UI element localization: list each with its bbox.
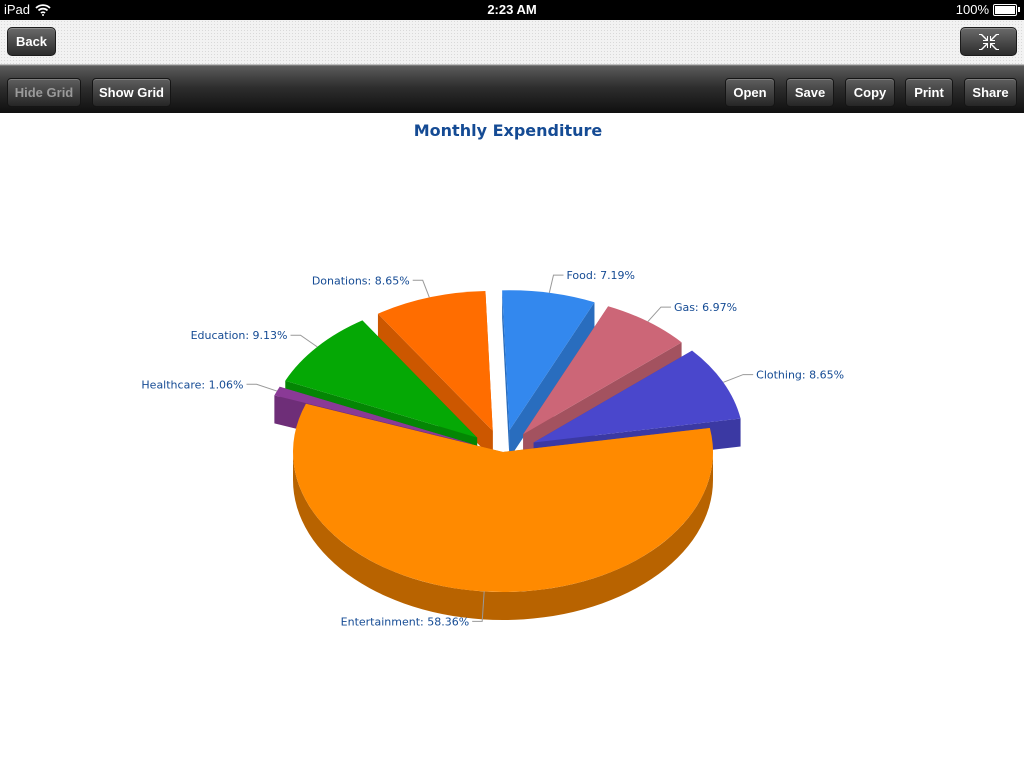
- status-bar: iPad 2:23 AM 100%: [0, 0, 1024, 20]
- slice-label-education: Education: 9.13%: [191, 329, 288, 342]
- battery-icon: [993, 3, 1017, 16]
- exit-fullscreen-button[interactable]: [960, 27, 1017, 56]
- print-button[interactable]: Print: [905, 78, 953, 107]
- show-grid-button[interactable]: Show Grid: [92, 78, 171, 107]
- slice-label-gas: Gas: 6.97%: [674, 301, 737, 314]
- leader-line-food: [548, 274, 564, 293]
- battery-percent: 100%: [955, 2, 989, 17]
- toolbar: Hide Grid Show Grid Open Save Copy Print…: [0, 65, 1024, 113]
- pie-slice-entertainment[interactable]: [293, 403, 713, 620]
- copy-button[interactable]: Copy: [845, 78, 895, 107]
- slice-label-clothing: Clothing: 8.65%: [756, 369, 844, 382]
- chart-title: Monthly Expenditure: [413, 121, 603, 140]
- hide-grid-button[interactable]: Hide Grid: [7, 78, 81, 107]
- slice-label-healthcare: Healthcare: 1.06%: [141, 378, 243, 391]
- leader-line-healthcare: [246, 383, 278, 392]
- leader-line-gas: [647, 306, 671, 322]
- open-button[interactable]: Open: [725, 78, 775, 107]
- status-left: iPad: [4, 2, 51, 17]
- device-name: iPad: [4, 2, 31, 17]
- slice-label-entertainment: Entertainment: 58.36%: [341, 615, 470, 628]
- slice-label-donations: Donations: 8.65%: [312, 274, 410, 287]
- pie-slice-donations[interactable]: [377, 291, 493, 459]
- status-right: 100%: [956, 2, 1020, 17]
- back-button[interactable]: Back: [7, 27, 56, 56]
- battery-tip: [1018, 7, 1020, 12]
- slice-label-food: Food: 7.19%: [566, 269, 635, 282]
- exit-fullscreen-icon: [978, 33, 999, 50]
- leader-line-education: [290, 334, 318, 348]
- wifi-icon: [35, 3, 51, 16]
- save-button[interactable]: Save: [786, 78, 834, 107]
- leader-line-entertainment: [472, 591, 485, 622]
- leader-line-clothing: [723, 374, 754, 383]
- leader-line-donations: [412, 279, 430, 298]
- navigation-bar: Back: [0, 20, 1024, 65]
- pie-slice-food[interactable]: [502, 290, 595, 459]
- share-button[interactable]: Share: [964, 78, 1017, 107]
- status-time: 2:23 AM: [487, 2, 537, 17]
